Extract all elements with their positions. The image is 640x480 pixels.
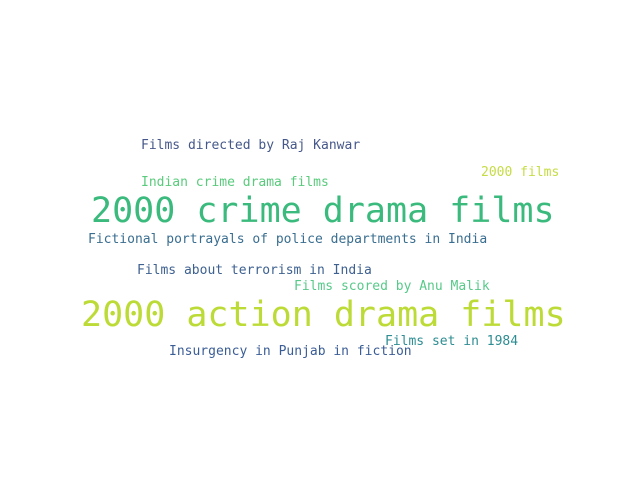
word-cloud-term: Films scored by Anu Malik (294, 279, 490, 294)
word-cloud-term: Films directed by Raj Kanwar (141, 138, 361, 153)
word-cloud-term: Films set in 1984 (385, 334, 519, 349)
word-cloud-term: 2000 films (481, 165, 560, 180)
word-cloud-term: 2000 crime drama films (91, 191, 555, 231)
word-cloud-term: Films about terrorism in India (137, 263, 372, 278)
word-cloud-term: Insurgency in Punjab in fiction (169, 344, 412, 359)
word-cloud-term: 2000 action drama films (81, 295, 566, 335)
word-cloud-term: Indian crime drama films (141, 175, 329, 190)
word-cloud-term: Fictional portrayals of police departmen… (88, 232, 488, 247)
